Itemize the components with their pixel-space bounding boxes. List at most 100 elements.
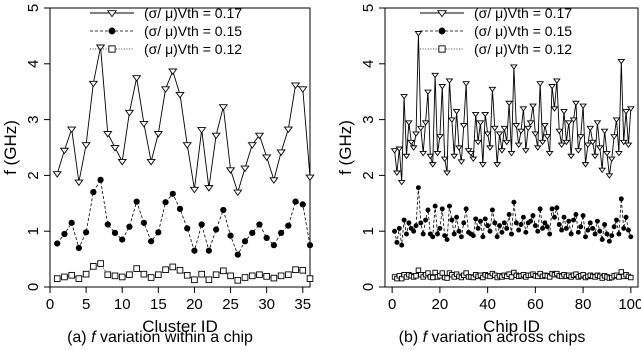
x-tick-label: 0: [46, 296, 54, 313]
series-017-point: [626, 106, 635, 112]
panel-caption: (a) f variation within a chip: [67, 329, 253, 346]
series-017-point: [397, 180, 406, 186]
x-tick-label: 15: [150, 296, 167, 313]
series-015-point: [614, 217, 619, 223]
series-012-point: [82, 270, 90, 278]
series-015-point: [559, 227, 565, 233]
series-015-point: [506, 212, 512, 217]
x-tick-label: 40: [479, 296, 496, 313]
series-015-point: [547, 231, 553, 237]
series-017-point: [552, 78, 561, 84]
series-017-point: [52, 171, 62, 178]
series-015-point: [212, 226, 220, 233]
series-015-point: [198, 221, 205, 228]
series-017-point: [512, 123, 521, 129]
x-tick-label: 20: [186, 296, 203, 313]
series-015-point: [404, 231, 409, 237]
series-017-point: [548, 84, 556, 90]
series-015-point: [513, 220, 519, 226]
series-017-point: [424, 89, 432, 96]
series-015-point: [628, 234, 634, 240]
series-017-point: [240, 165, 250, 173]
legend-label: (σ/ μ)Vth = 0.12: [474, 41, 572, 57]
series-015-point: [444, 237, 450, 243]
series-015-point: [623, 214, 629, 220]
series-017-point: [541, 123, 549, 129]
series-012-point: [413, 273, 419, 279]
series-017-point: [595, 145, 604, 151]
series-017-point: [498, 148, 506, 154]
series-015-point: [306, 242, 314, 249]
series-012-point: [299, 266, 307, 274]
series-012-point: [444, 275, 450, 281]
series-017-point: [462, 81, 471, 87]
series-017-point: [507, 151, 516, 157]
series-015-point: [191, 247, 198, 254]
series-015-point: [439, 206, 445, 212]
x-tick-label: 0: [388, 296, 396, 313]
series-015-point: [97, 176, 104, 183]
series-017-point: [175, 91, 185, 99]
panel-caption: (b) f variation across chips: [399, 329, 586, 346]
series-012-point: [415, 267, 422, 273]
series-015-point: [554, 205, 560, 211]
series-015-point: [155, 229, 162, 236]
legend-label: (σ/ μ)Vth = 0.12: [144, 41, 242, 57]
series-012-point: [162, 266, 169, 274]
series-017-point: [617, 58, 626, 65]
series-017-point: [536, 81, 545, 87]
series-015-point: [205, 247, 213, 254]
series-017-point: [576, 134, 585, 140]
series-015-point: [147, 238, 155, 245]
series-017-point: [204, 185, 214, 192]
series-015-point: [487, 228, 493, 234]
series-015-point: [523, 229, 529, 235]
series-015-point: [482, 216, 488, 222]
series-017-point: [74, 179, 84, 187]
series-015-point: [392, 228, 398, 234]
x-tick-label: 35: [294, 296, 311, 313]
y-tick-label: 5: [25, 4, 42, 12]
series-017-point: [476, 120, 485, 126]
series-015-point: [451, 231, 457, 237]
x-axis-title: Chip ID: [483, 317, 540, 336]
plot-frame: [49, 7, 311, 288]
legend-label: (σ/ μ)Vth = 0.15: [474, 23, 572, 39]
series-015-point: [604, 231, 610, 237]
series-012-point: [140, 270, 148, 278]
series-015-point: [590, 225, 596, 231]
series-015-point: [511, 199, 517, 205]
caption-label: (b): [399, 329, 423, 346]
series-015-point: [415, 185, 421, 191]
series-015-point: [535, 228, 541, 234]
series-015-point: [592, 231, 598, 237]
series-017-point: [88, 80, 99, 88]
series-015-point: [532, 223, 538, 229]
series-015-point: [256, 221, 263, 228]
series-012-point: [133, 265, 140, 272]
series-017-point: [464, 148, 473, 154]
series-017-point: [298, 86, 308, 93]
series-015-point: [449, 217, 455, 223]
caption-label: (a): [67, 329, 91, 346]
series-015-point: [220, 206, 227, 214]
x-tick-label: 10: [114, 296, 131, 313]
series-012-point: [277, 272, 285, 280]
series-017-point: [588, 139, 597, 146]
series-015-point: [442, 233, 448, 239]
legend: (σ/ μ)Vth = 0.17 (σ/ μ)Vth = 0.15 (σ/ μ)Vt…: [420, 5, 572, 57]
series-017-point: [428, 162, 437, 168]
series-017-point: [581, 162, 590, 168]
series-017-point: [607, 156, 616, 162]
legend-label: (σ/ μ)Vth = 0.17: [474, 5, 572, 21]
series-017-point: [486, 145, 494, 151]
series-015-point: [418, 220, 424, 226]
series-017-point: [564, 120, 573, 126]
series-017-point: [557, 142, 566, 149]
series-017-point: [584, 142, 592, 149]
series-015-point: [432, 203, 438, 209]
series-017-point: [529, 103, 537, 109]
series-017-point: [402, 153, 411, 160]
series-015-point: [542, 220, 548, 226]
series-015-point: [587, 220, 593, 226]
